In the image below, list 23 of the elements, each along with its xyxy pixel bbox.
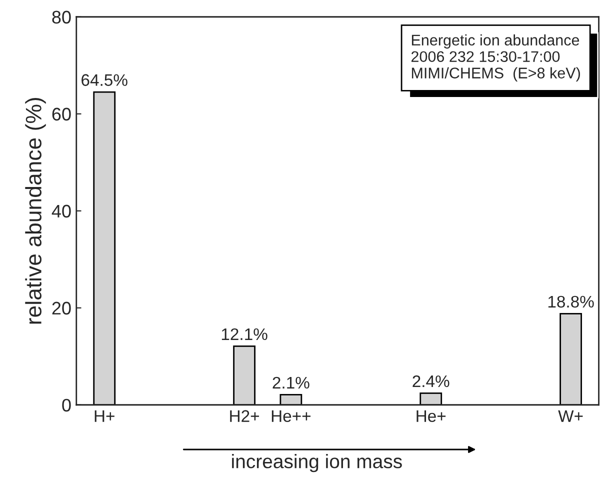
bar xyxy=(560,313,582,405)
bar xyxy=(233,346,256,405)
y-tick-label: 80 xyxy=(52,10,71,24)
bar xyxy=(280,394,302,405)
data-label: 64.5% xyxy=(82,74,128,86)
y-tick-label: 40 xyxy=(52,204,71,218)
text: increasing ion mass xyxy=(232,454,402,472)
data-label: 2.1% xyxy=(272,376,310,389)
x-tick-label: He+ xyxy=(416,410,446,422)
x-tick-label: W+ xyxy=(558,410,583,422)
data-label: 18.8% xyxy=(548,296,594,308)
annotation: Energetic ion abundance 2006 232 15:30-17:00 MIMI/CHEMS (E>8 keV) xyxy=(411,34,580,82)
x-tick-label: H+ xyxy=(94,410,114,422)
y-axis-title: relative abundance (%) xyxy=(25,98,46,324)
x-tick-label: He++ xyxy=(272,410,310,422)
x-tick-label: H2+ xyxy=(230,410,259,422)
y-tick-label: 20 xyxy=(52,302,71,315)
bar xyxy=(420,392,442,405)
y-tick-label: 60 xyxy=(52,108,71,121)
data-label: 12.1% xyxy=(222,328,268,340)
data-label: 2.4% xyxy=(412,375,450,388)
bar xyxy=(93,91,116,405)
y-tick-label: 0 xyxy=(62,398,71,412)
